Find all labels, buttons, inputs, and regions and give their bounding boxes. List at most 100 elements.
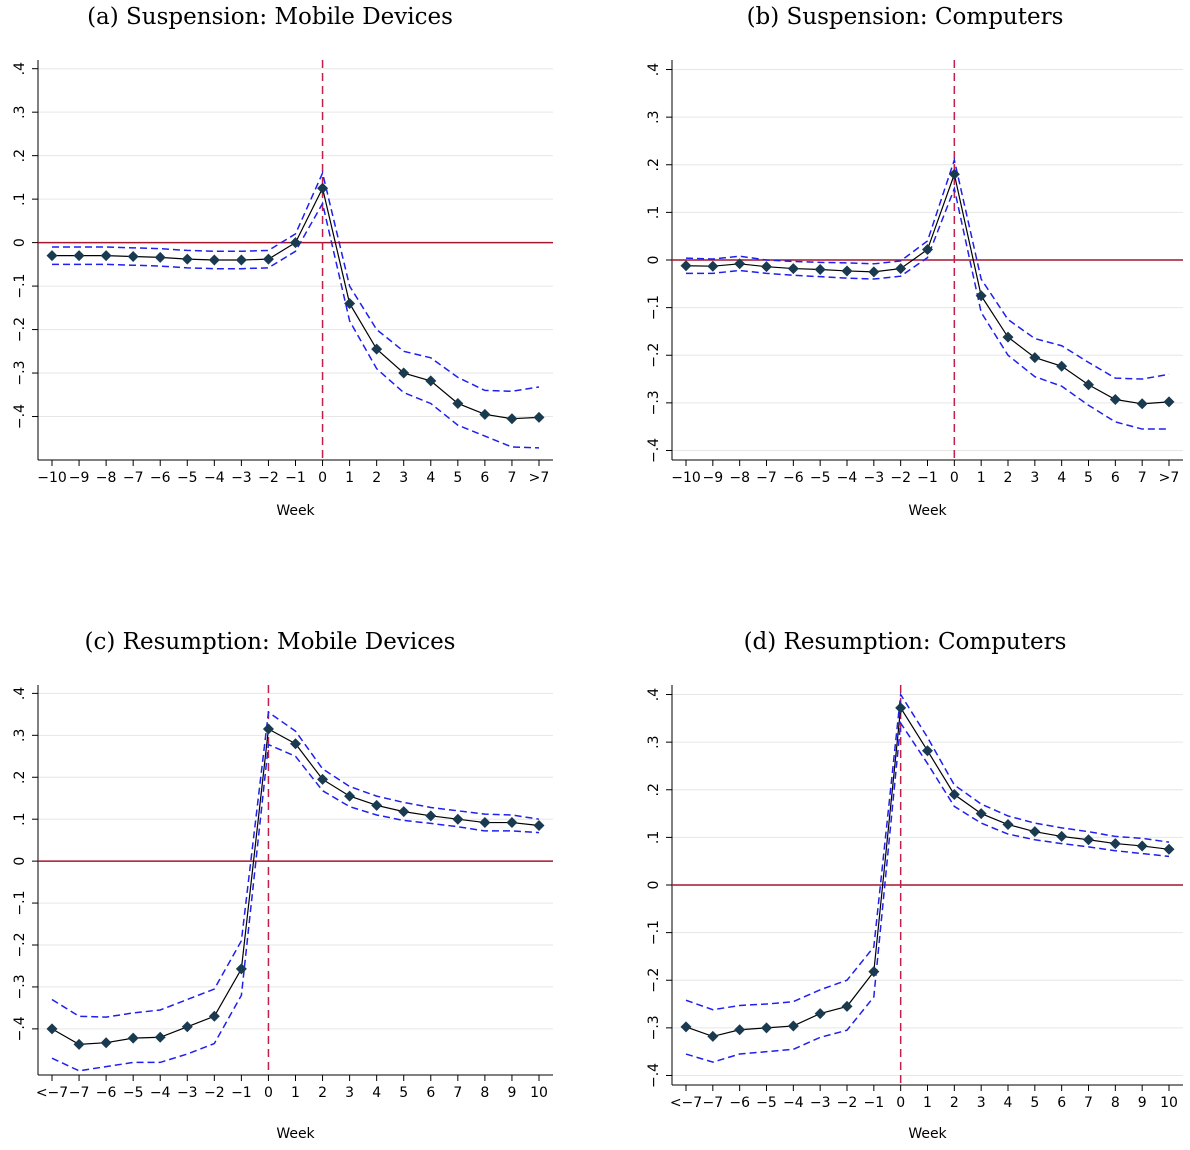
y-tick-label: .1 <box>12 813 28 826</box>
x-tick-label: 1 <box>345 470 354 486</box>
x-tick-label: −3 <box>177 1085 198 1101</box>
y-tick-label: −.3 <box>646 1015 662 1040</box>
point-marker <box>425 375 437 387</box>
y-tick-label: −.1 <box>12 891 28 916</box>
x-tick-label: −1 <box>285 470 306 486</box>
series-line <box>685 172 1170 405</box>
point-marker <box>452 813 464 825</box>
x-tick-label: 6 <box>426 1085 435 1101</box>
y-tick-label: .3 <box>646 110 662 123</box>
point-marker <box>262 253 274 265</box>
x-tick-label: 3 <box>345 1085 354 1101</box>
point-marker <box>235 254 247 266</box>
y-tick-label: .4 <box>646 63 662 76</box>
x-tick-label: 1 <box>291 1085 300 1101</box>
point-marker <box>479 817 491 829</box>
x-tick-label: −9 <box>703 470 724 486</box>
point-marker <box>100 1037 112 1049</box>
y-tick-label: −.2 <box>12 317 28 342</box>
point-marker <box>208 254 220 266</box>
x-tick-label: −6 <box>96 1085 117 1101</box>
x-tick-label: 3 <box>1030 470 1039 486</box>
panel-title: (b) Suspension: Computers <box>747 4 1064 30</box>
y-tick-label: −.2 <box>646 343 662 368</box>
x-tick-label: −6 <box>150 470 171 486</box>
x-axis-label: Week <box>908 503 947 519</box>
x-tick-label: 8 <box>1111 1095 1120 1111</box>
series-line <box>51 728 540 1045</box>
x-tick-label: 8 <box>480 1085 489 1101</box>
point-marker <box>1163 843 1175 855</box>
x-tick-label: 7 <box>1138 470 1147 486</box>
point-marker <box>922 244 933 256</box>
point-marker <box>1002 331 1014 343</box>
point-marker <box>533 411 545 423</box>
point-marker <box>707 1030 719 1042</box>
x-tick-label: −3 <box>864 470 885 486</box>
point-marker <box>868 966 880 978</box>
y-tick-label: −.1 <box>646 920 662 945</box>
x-tick-label: −2 <box>890 470 911 486</box>
y-tick-label: −.3 <box>646 390 662 415</box>
x-tick-label: 3 <box>399 470 408 486</box>
y-tick-label: .2 <box>12 771 28 784</box>
point-marker <box>868 266 880 278</box>
point-marker <box>948 168 960 180</box>
x-tick-label: 0 <box>896 1095 905 1111</box>
x-tick-label: 4 <box>1057 470 1066 486</box>
x-axis-label: Week <box>276 503 315 519</box>
series-line <box>52 170 540 393</box>
x-tick-label: 3 <box>977 1095 986 1111</box>
x-tick-label: −4 <box>150 1085 171 1101</box>
point-marker <box>398 806 410 818</box>
x-tick-label: −2 <box>204 1085 225 1101</box>
series-line <box>51 743 540 1072</box>
point-marker <box>680 260 692 272</box>
x-tick-label: 4 <box>1004 1095 1013 1111</box>
x-tick-label: 6 <box>480 470 489 486</box>
x-tick-label: 2 <box>372 470 381 486</box>
point-marker <box>127 1032 139 1044</box>
point-marker <box>761 261 772 273</box>
series-line <box>51 710 540 1018</box>
point-marker <box>425 810 437 822</box>
point-marker <box>1029 826 1041 838</box>
point-marker <box>1163 396 1175 408</box>
point-marker <box>707 260 719 272</box>
x-tick-label: 7 <box>1084 1095 1093 1111</box>
y-tick-label: 0 <box>646 256 662 265</box>
x-axis-label: Week <box>276 1126 315 1142</box>
panel-title: (a) Suspension: Mobile Devices <box>87 4 453 30</box>
x-tick-label: −2 <box>258 470 279 486</box>
point-marker <box>680 1021 692 1033</box>
y-tick-label: −.4 <box>12 404 28 429</box>
y-tick-label: −.4 <box>646 1063 662 1088</box>
point-marker <box>948 789 960 801</box>
x-tick-label: 7 <box>453 1085 462 1101</box>
y-tick-label: −.2 <box>12 932 28 957</box>
series-line <box>685 692 1170 1011</box>
x-tick-label: −6 <box>783 470 804 486</box>
panel-title: (c) Resumption: Mobile Devices <box>85 629 456 655</box>
y-tick-label: .4 <box>12 687 28 700</box>
point-marker <box>814 264 826 276</box>
x-tick-label: 5 <box>1084 470 1093 486</box>
point-marker <box>290 237 301 249</box>
point-marker <box>154 251 166 263</box>
point-marker <box>73 250 85 262</box>
x-tick-label: −10 <box>671 470 701 486</box>
x-tick-label: 10 <box>1160 1095 1178 1111</box>
point-marker <box>181 253 193 265</box>
point-marker <box>317 773 329 785</box>
x-tick-label: −3 <box>810 1095 831 1111</box>
point-marker <box>1083 379 1094 391</box>
x-tick-label: −4 <box>204 470 225 486</box>
x-tick-label: 2 <box>1004 470 1013 486</box>
series-line <box>685 157 1170 380</box>
point-marker <box>1136 398 1148 410</box>
x-tick-label: 9 <box>507 1085 516 1101</box>
y-tick-label: .1 <box>12 192 28 205</box>
panel: (a) Suspension: Mobile Devices Week .4 .3 .2… <box>12 4 553 519</box>
y-tick-label: .3 <box>12 729 28 742</box>
y-tick-label: −.3 <box>12 360 28 385</box>
